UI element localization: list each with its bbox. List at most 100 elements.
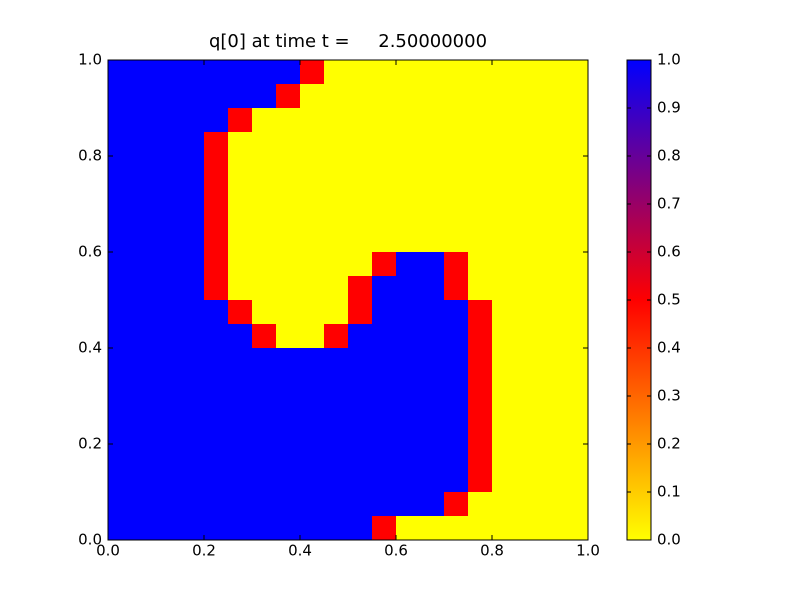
heatmap-cell <box>540 324 565 349</box>
heatmap-cell <box>204 516 229 541</box>
heatmap-cell <box>300 132 325 157</box>
heatmap-cell <box>348 372 373 397</box>
heatmap-cell <box>252 444 277 469</box>
heatmap-cell <box>180 444 205 469</box>
heatmap-cell <box>300 252 325 277</box>
x-tick-label: 0.2 <box>192 542 216 560</box>
heatmap-cell <box>492 516 517 541</box>
heatmap-cell <box>516 372 541 397</box>
heatmap-cell <box>204 108 229 133</box>
heatmap-cell <box>204 492 229 517</box>
heatmap-cell <box>300 348 325 373</box>
heatmap-cell <box>372 228 397 253</box>
heatmap-cell <box>396 444 421 469</box>
heatmap-cell <box>348 300 373 325</box>
x-tick-label: 0.0 <box>96 542 120 560</box>
heatmap-cell <box>444 156 469 181</box>
heatmap-cell <box>372 108 397 133</box>
heatmap-cell <box>396 60 421 85</box>
heatmap-cell <box>348 492 373 517</box>
heatmap-cell <box>444 108 469 133</box>
heatmap-cell <box>228 444 253 469</box>
heatmap-cell <box>492 324 517 349</box>
heatmap-cell <box>468 516 493 541</box>
heatmap-cell <box>348 228 373 253</box>
heatmap-cell <box>108 300 133 325</box>
x-tick-label: 0.8 <box>480 542 504 560</box>
heatmap-cell <box>564 468 589 493</box>
colorbar-tick-label: 0.4 <box>657 339 681 357</box>
heatmap-cell <box>540 444 565 469</box>
heatmap-cell <box>300 204 325 229</box>
heatmap-cell <box>252 324 277 349</box>
heatmap-cell <box>372 516 397 541</box>
heatmap-cell <box>348 444 373 469</box>
heatmap-cell <box>108 372 133 397</box>
heatmap-cell <box>252 252 277 277</box>
heatmap-cell <box>564 252 589 277</box>
x-tick-label: 0.6 <box>384 542 408 560</box>
heatmap-cell <box>324 156 349 181</box>
heatmap-cell <box>444 204 469 229</box>
heatmap-cell <box>132 108 157 133</box>
heatmap-cell <box>468 396 493 421</box>
heatmap-cell <box>276 420 301 445</box>
heatmap-cell <box>372 276 397 301</box>
heatmap-cell <box>468 372 493 397</box>
heatmap-cell <box>324 396 349 421</box>
heatmap-cell <box>372 444 397 469</box>
heatmap-cell <box>228 84 253 109</box>
heatmap-cell <box>564 492 589 517</box>
heatmap-cell <box>228 108 253 133</box>
heatmap-cell <box>300 420 325 445</box>
heatmap-cell <box>420 180 445 205</box>
heatmap-cell <box>420 396 445 421</box>
heatmap-cell <box>516 276 541 301</box>
colorbar-tick-label: 0.2 <box>657 435 681 453</box>
heatmap-cell <box>204 252 229 277</box>
heatmap-cell <box>444 132 469 157</box>
heatmap-cell <box>276 180 301 205</box>
heatmap-cell <box>204 132 229 157</box>
heatmap-cell <box>156 60 181 85</box>
heatmap-cell <box>492 204 517 229</box>
heatmap-cell <box>348 348 373 373</box>
heatmap-cell <box>204 84 229 109</box>
heatmap-cell <box>492 156 517 181</box>
heatmap-cell <box>132 84 157 109</box>
heatmap-cell <box>252 204 277 229</box>
heatmap-cell <box>348 156 373 181</box>
heatmap-cell <box>204 276 229 301</box>
heatmap-cell <box>108 396 133 421</box>
heatmap-cell <box>108 132 133 157</box>
heatmap-cell <box>252 420 277 445</box>
heatmap-cell <box>540 492 565 517</box>
heatmap-cell <box>276 204 301 229</box>
heatmap-cell <box>420 468 445 493</box>
heatmap-cell <box>348 276 373 301</box>
heatmap-cell <box>180 252 205 277</box>
x-tick-label: 1.0 <box>576 542 600 560</box>
heatmap-cell <box>180 468 205 493</box>
heatmap-cell <box>276 492 301 517</box>
heatmap-cell <box>444 468 469 493</box>
heatmap-cell <box>564 228 589 253</box>
heatmap-cell <box>516 180 541 205</box>
heatmap-cell <box>156 372 181 397</box>
heatmap-cell <box>516 60 541 85</box>
heatmap-cell <box>156 324 181 349</box>
heatmap-cell <box>492 60 517 85</box>
heatmap-cell <box>204 420 229 445</box>
heatmap-cell <box>444 180 469 205</box>
heatmap-cell <box>516 252 541 277</box>
heatmap-cell <box>276 108 301 133</box>
heatmap-cell <box>468 156 493 181</box>
heatmap-cell <box>348 420 373 445</box>
heatmap-cell <box>108 516 133 541</box>
heatmap-cell <box>204 324 229 349</box>
heatmap-cell <box>180 60 205 85</box>
heatmap-cell <box>348 252 373 277</box>
heatmap-cell <box>492 84 517 109</box>
x-tick-label: 0.4 <box>288 542 312 560</box>
heatmap-cell <box>108 204 133 229</box>
